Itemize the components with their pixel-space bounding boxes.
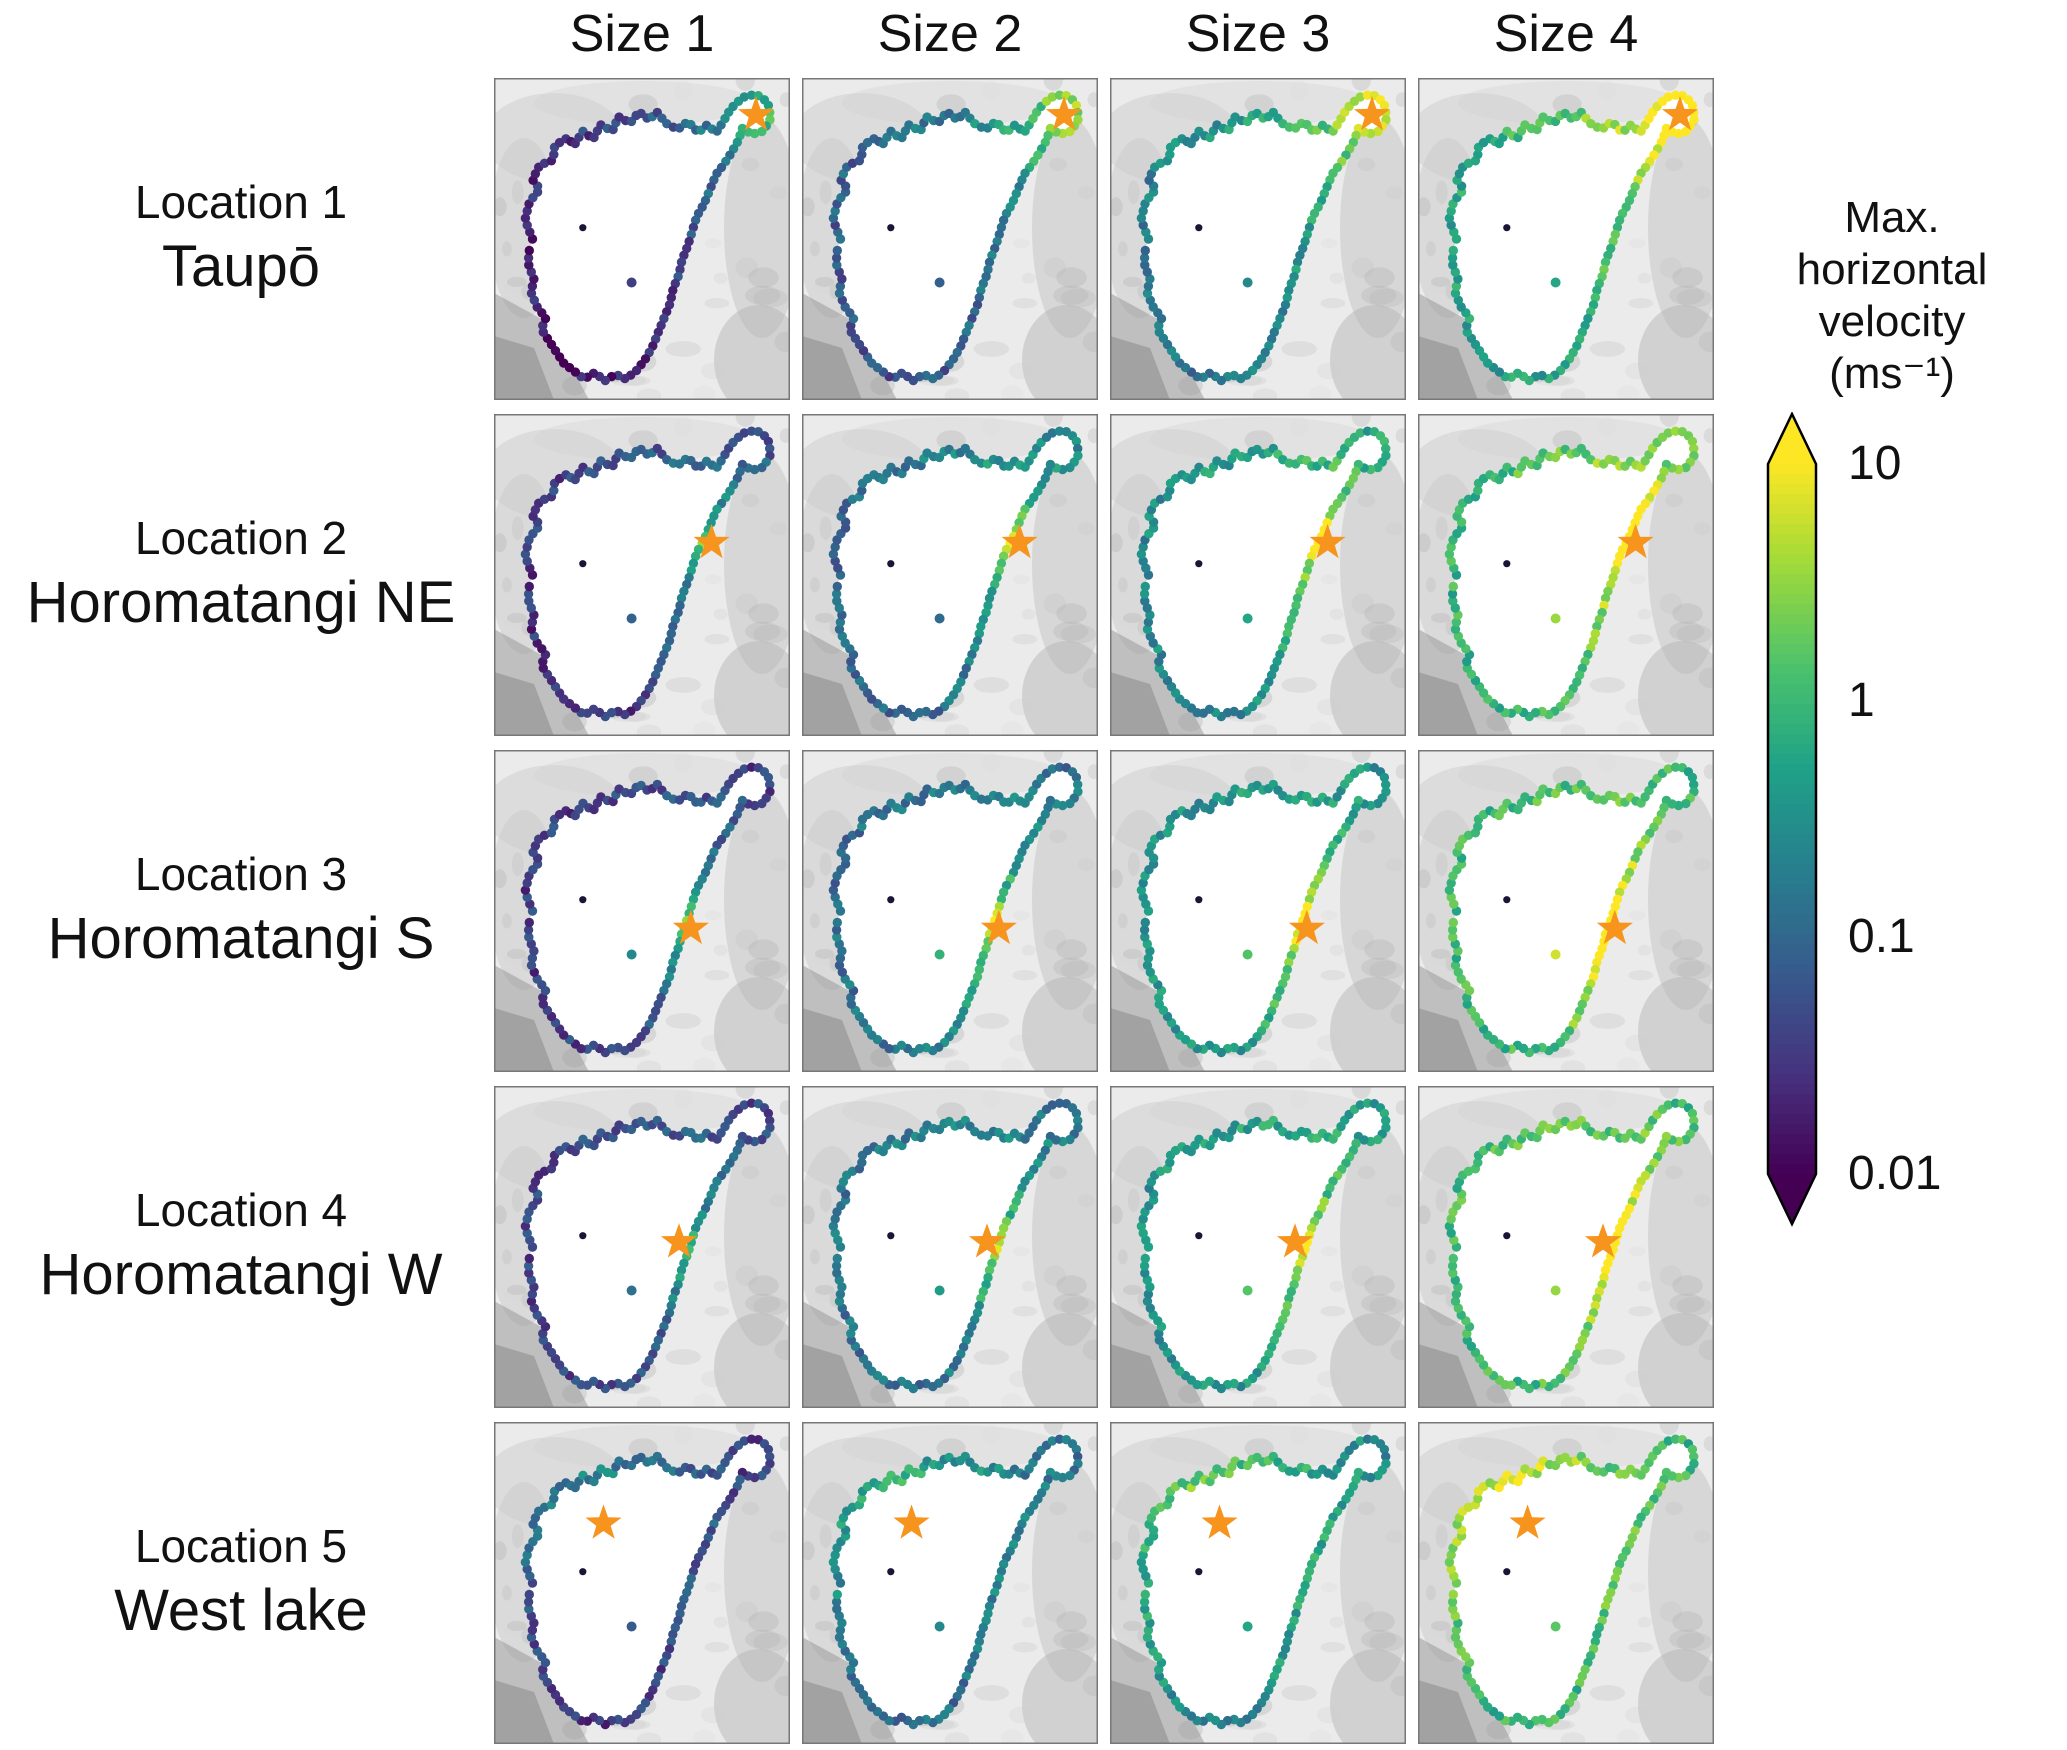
map-panel-loc2-size1 bbox=[494, 414, 790, 736]
map-panel-loc4-size4 bbox=[1418, 1086, 1714, 1408]
map-panel-loc5-size3 bbox=[1110, 1422, 1406, 1744]
colorbar-title: Max. horizontal velocity (ms⁻¹) bbox=[1732, 192, 2052, 400]
location-2-number: Location 2 bbox=[134, 512, 348, 565]
row-label-location-5: Location 5 West lake bbox=[0, 1422, 482, 1744]
panel-grid: Size 1 Size 2 Size 3 Size 4 Location 1 T… bbox=[0, 6, 1714, 1744]
map-panel-loc4-size1 bbox=[494, 1086, 790, 1408]
col-header-size-2: Size 2 bbox=[877, 5, 1023, 63]
colorbar-title-line-2: horizontal bbox=[1796, 244, 1988, 294]
colorbar-title-line-4: (ms⁻¹) bbox=[1829, 348, 1955, 398]
grid-corner bbox=[0, 6, 482, 64]
map-panel-loc1-size1 bbox=[494, 78, 790, 400]
col-header-size-1: Size 1 bbox=[569, 5, 715, 63]
location-5-name: West lake bbox=[114, 1577, 368, 1643]
map-panel-loc3-size1 bbox=[494, 750, 790, 1072]
row-label-location-1: Location 1 Taupō bbox=[0, 78, 482, 400]
row-label-location-4: Location 4 Horomatangi W bbox=[0, 1086, 482, 1408]
map-panel-loc4-size2 bbox=[802, 1086, 1098, 1408]
row-label-location-3: Location 3 Horomatangi S bbox=[0, 750, 482, 1072]
map-panel-loc4-size3 bbox=[1110, 1086, 1406, 1408]
colorbar-body: 10 1 0.1 0.01 bbox=[1732, 411, 2052, 1252]
colorbar: Max. horizontal velocity (ms⁻¹) 10 1 0.1… bbox=[1732, 192, 2052, 1252]
map-panel-loc2-size4 bbox=[1418, 414, 1714, 736]
location-1-number: Location 1 bbox=[134, 176, 348, 229]
colorbar-title-line-3: velocity bbox=[1818, 296, 1966, 346]
col-header-size-3: Size 3 bbox=[1185, 5, 1331, 63]
map-panel-loc5-size1 bbox=[494, 1422, 790, 1744]
colorbar-tick-10: 10 bbox=[1848, 436, 1902, 490]
map-panel-loc5-size4 bbox=[1418, 1422, 1714, 1744]
location-3-name: Horomatangi S bbox=[47, 905, 435, 971]
location-2-name: Horomatangi NE bbox=[26, 569, 456, 635]
map-panel-loc2-size2 bbox=[802, 414, 1098, 736]
location-5-number: Location 5 bbox=[134, 1520, 348, 1573]
colorbar-gradient bbox=[1766, 411, 1818, 1227]
map-panel-loc1-size3 bbox=[1110, 78, 1406, 400]
colorbar-tick-1: 1 bbox=[1848, 673, 1875, 727]
row-label-location-2: Location 2 Horomatangi NE bbox=[0, 414, 482, 736]
map-panel-loc1-size2 bbox=[802, 78, 1098, 400]
map-panel-loc5-size2 bbox=[802, 1422, 1098, 1744]
col-header-size-4: Size 4 bbox=[1493, 5, 1639, 63]
colorbar-tick-0-1: 0.1 bbox=[1848, 909, 1915, 963]
location-4-name: Horomatangi W bbox=[39, 1241, 443, 1307]
map-panel-loc1-size4 bbox=[1418, 78, 1714, 400]
map-panel-loc2-size3 bbox=[1110, 414, 1406, 736]
location-1-name: Taupō bbox=[161, 233, 321, 299]
location-3-number: Location 3 bbox=[134, 848, 348, 901]
map-panel-loc3-size2 bbox=[802, 750, 1098, 1072]
map-panel-loc3-size3 bbox=[1110, 750, 1406, 1072]
colorbar-tick-0-01: 0.01 bbox=[1848, 1146, 1942, 1200]
location-4-number: Location 4 bbox=[134, 1184, 348, 1237]
colorbar-title-line-1: Max. bbox=[1844, 193, 1940, 242]
map-panel-loc3-size4 bbox=[1418, 750, 1714, 1072]
